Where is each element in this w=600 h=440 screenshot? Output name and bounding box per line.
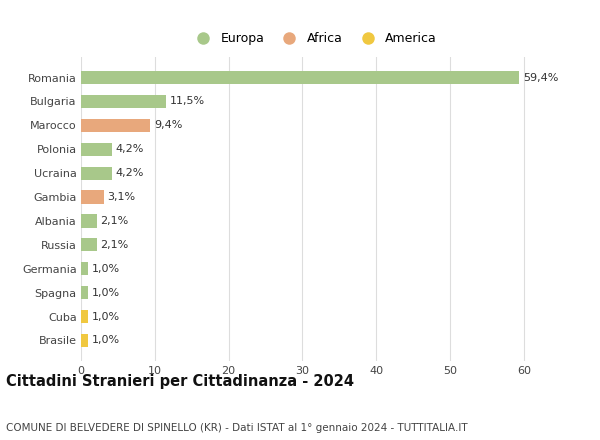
Bar <box>81 95 166 108</box>
Text: 59,4%: 59,4% <box>523 73 559 83</box>
Bar <box>81 143 112 156</box>
Text: 4,2%: 4,2% <box>116 168 144 178</box>
Bar <box>81 214 97 227</box>
Bar <box>81 286 88 299</box>
Bar <box>81 71 520 84</box>
Legend: Europa, Africa, America: Europa, Africa, America <box>185 27 442 50</box>
Text: 4,2%: 4,2% <box>116 144 144 154</box>
Bar <box>81 119 151 132</box>
Text: 2,1%: 2,1% <box>100 240 128 250</box>
Text: 3,1%: 3,1% <box>107 192 136 202</box>
Bar <box>81 334 88 347</box>
Bar <box>81 191 104 204</box>
Text: 1,0%: 1,0% <box>92 264 120 274</box>
Text: Cittadini Stranieri per Cittadinanza - 2024: Cittadini Stranieri per Cittadinanza - 2… <box>6 374 354 389</box>
Bar <box>81 310 88 323</box>
Text: 9,4%: 9,4% <box>154 121 182 130</box>
Bar <box>81 262 88 275</box>
Text: 2,1%: 2,1% <box>100 216 128 226</box>
Text: 11,5%: 11,5% <box>170 96 205 106</box>
Bar <box>81 238 97 251</box>
Text: COMUNE DI BELVEDERE DI SPINELLO (KR) - Dati ISTAT al 1° gennaio 2024 - TUTTITALI: COMUNE DI BELVEDERE DI SPINELLO (KR) - D… <box>6 423 467 433</box>
Bar <box>81 167 112 180</box>
Text: 1,0%: 1,0% <box>92 335 120 345</box>
Text: 1,0%: 1,0% <box>92 288 120 297</box>
Text: 1,0%: 1,0% <box>92 312 120 322</box>
